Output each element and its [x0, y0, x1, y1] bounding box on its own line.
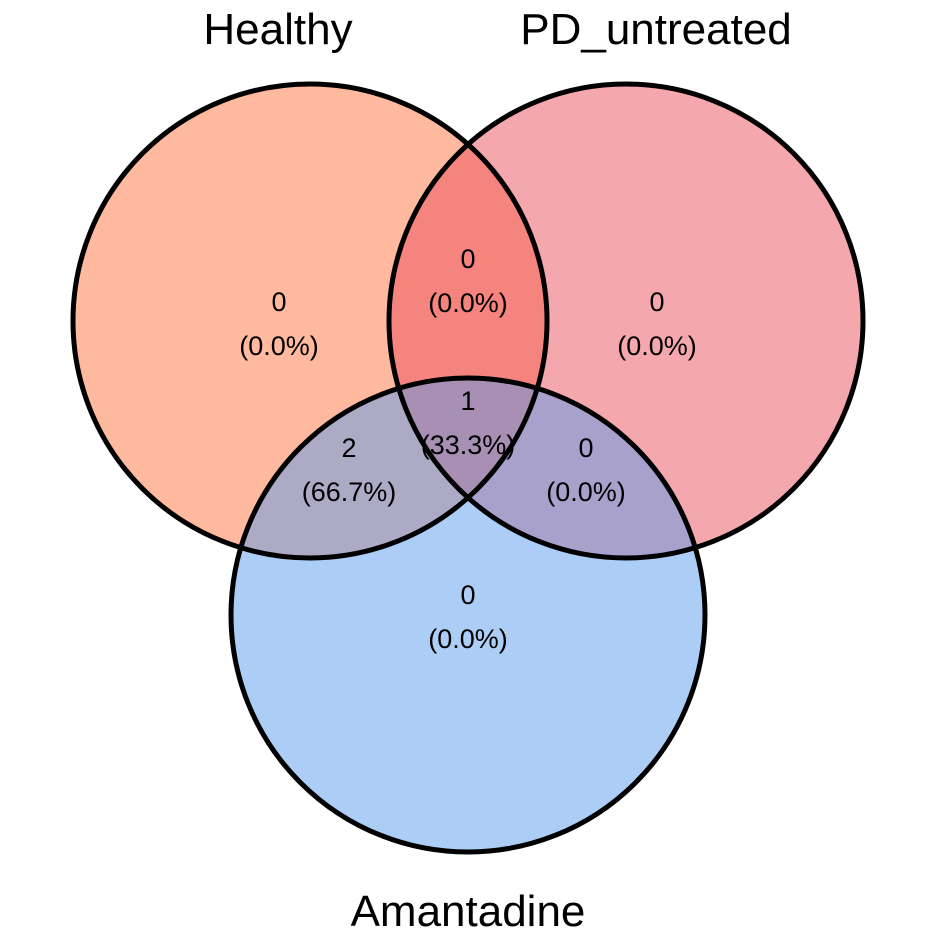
- set-amantadine-outline: [228, 375, 708, 855]
- region-amantadine-only-percent: (0.0%): [428, 624, 508, 654]
- region-healthy-amantadine-count: 2: [341, 433, 356, 463]
- region-healthy-pd-untreated-percent: (0.0%): [428, 288, 508, 318]
- region-all-count: 1: [460, 386, 475, 416]
- region-healthy-only-percent: (0.0%): [239, 331, 319, 361]
- set-amantadine-fill: [231, 378, 705, 852]
- region-labels: 0 (0.0%) 0 (0.0%) 0 (0.0%) 1 (33.3%) 2 (…: [239, 244, 697, 654]
- region-pd-untreated-only-count: 0: [649, 287, 664, 317]
- set-title-pd-untreated: PD_untreated: [520, 5, 792, 54]
- region-healthy-only-count: 0: [271, 287, 286, 317]
- region-all-percent: (33.3%): [421, 430, 516, 460]
- set-pd-untreated-outline: [386, 81, 866, 561]
- set-outlines: [70, 81, 866, 855]
- set-fills: [73, 84, 863, 852]
- set-title-amantadine: Amantadine: [351, 887, 586, 936]
- region-pd-untreated-only-percent: (0.0%): [617, 331, 697, 361]
- set-title-healthy: Healthy: [203, 5, 352, 54]
- region-pd-untreated-amantadine-percent: (0.0%): [546, 477, 626, 507]
- region-healthy-pd-untreated-count: 0: [460, 244, 475, 274]
- region-amantadine-only-count: 0: [460, 580, 475, 610]
- region-pd-untreated-amantadine-count: 0: [578, 433, 593, 463]
- region-healthy-amantadine-percent: (66.7%): [302, 477, 397, 507]
- set-healthy-outline: [70, 81, 550, 561]
